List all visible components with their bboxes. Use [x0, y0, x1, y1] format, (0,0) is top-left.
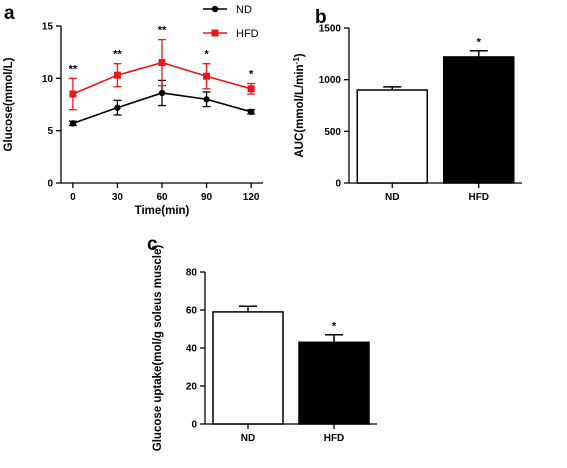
panel-b: b 0 500 1000 1500 ND HFD * AUC(mmol/L/min-1)	[292, 7, 522, 203]
y-axis-title: Glucose uptake(mol/g soleus muscle)	[152, 245, 164, 452]
y-tick-label: 20	[186, 382, 198, 393]
significance-label: *	[204, 49, 209, 61]
series-HFD	[68, 38, 256, 111]
y-tick-label: 15	[42, 22, 54, 33]
data-point-HFD	[203, 72, 211, 80]
bar-HFD	[443, 56, 515, 184]
data-point-HFD	[113, 71, 121, 79]
y-tick-label: 40	[186, 344, 198, 355]
significance-label: *	[332, 321, 337, 333]
significance-label: **	[69, 63, 78, 75]
panel-letter-c: c	[147, 234, 158, 255]
series-ND	[68, 79, 256, 127]
legend-marker-HFD	[211, 29, 219, 37]
y-tick-label: 80	[186, 268, 198, 279]
data-point-ND	[114, 104, 121, 111]
legend-label-ND: ND	[236, 4, 252, 16]
x-tick-label: 0	[70, 192, 76, 203]
data-point-HFD	[158, 59, 166, 67]
significance-label: *	[477, 37, 482, 49]
y-tick-label: 500	[324, 127, 341, 138]
y-tick-label: 5	[47, 126, 53, 137]
y-tick-label: 60	[186, 306, 198, 317]
x-tick-label: 120	[243, 192, 260, 203]
x-tick-label: HFD	[468, 192, 489, 203]
y-tick-label: 0	[191, 420, 197, 431]
bar-HFD	[298, 341, 370, 425]
panel-letter-a: a	[4, 3, 15, 24]
legend-label-HFD: HFD	[236, 28, 259, 40]
legend: ND HFD	[203, 4, 259, 40]
y-tick-label: 10	[42, 74, 54, 85]
x-tick-label: 90	[201, 192, 213, 203]
x-tick-label: 60	[156, 192, 168, 203]
y-axis-title-main: AUC(mmol/L/min	[294, 64, 306, 157]
data-point-ND	[203, 96, 210, 103]
data-point-ND	[158, 89, 166, 97]
bar-ND	[356, 89, 428, 184]
panel-a: a 0 5 10 15 0 30 60 90 120 Time(min) Glucose(mmol/L…	[3, 3, 263, 217]
significance-label: **	[113, 49, 122, 61]
legend-marker-ND	[211, 5, 219, 13]
y-axis-title: AUC(mmol/L/min-1)	[292, 53, 306, 157]
y-axis-title: Glucose(mmol/L)	[3, 57, 15, 151]
x-axis-title: Time(min)	[135, 205, 190, 217]
y-tick-label: 0	[47, 179, 53, 190]
y-tick-label: 1000	[319, 75, 342, 86]
panel-c: c 0 20 40 60 80 ND HFD * Glucose uptake(mol/g sol…	[147, 234, 377, 451]
y-axis-title-close: )	[294, 53, 306, 57]
data-point-ND	[69, 120, 77, 127]
x-tick-label: ND	[241, 433, 255, 444]
x-tick-label: 30	[112, 192, 124, 203]
panel-letter-b: b	[315, 7, 327, 28]
y-tick-label: 1500	[319, 24, 342, 35]
y-axis-title-sup: -1	[292, 57, 301, 65]
y-tick-label: 0	[335, 179, 341, 190]
significance-label: **	[158, 25, 167, 37]
x-tick-label: HFD	[324, 433, 345, 444]
bar-ND	[212, 311, 284, 425]
y-axis-title-main: Glucose uptake(mol/g soleus muscle)	[152, 245, 164, 452]
x-tick-label: ND	[385, 192, 399, 203]
data-point-ND	[247, 108, 255, 116]
significance-label: *	[249, 69, 254, 81]
data-point-HFD	[69, 90, 77, 98]
data-point-HFD	[247, 85, 255, 93]
